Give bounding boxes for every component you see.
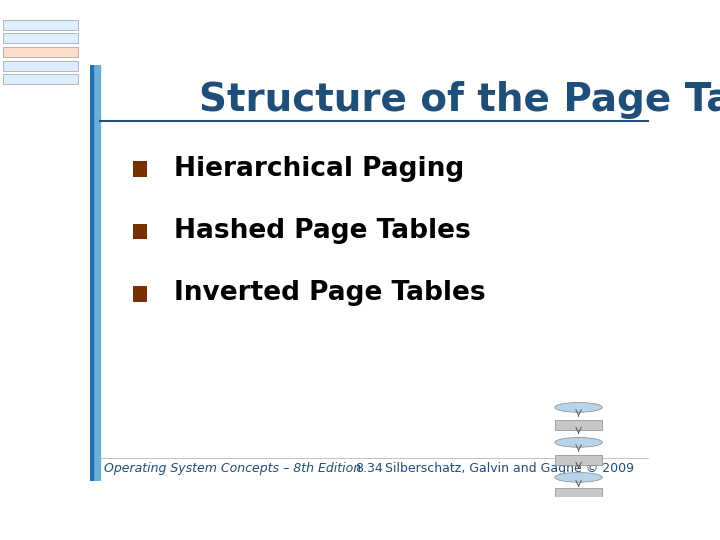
Bar [90,65,94,481]
Ellipse shape [555,437,603,447]
FancyBboxPatch shape [3,20,78,30]
FancyBboxPatch shape [3,47,78,57]
Text: Inverted Page Tables: Inverted Page Tables [174,280,485,307]
FancyBboxPatch shape [3,60,78,71]
Text: 8.34: 8.34 [355,462,383,475]
FancyBboxPatch shape [3,75,78,84]
Text: Hashed Page Tables: Hashed Page Tables [174,218,470,244]
Ellipse shape [555,472,603,482]
FancyBboxPatch shape [555,455,603,465]
Text: Silberschatz, Galvin and Gagne © 2009: Silberschatz, Galvin and Gagne © 2009 [385,462,634,475]
Text: Operating System Concepts – 8th Edition: Operating System Concepts – 8th Edition [104,462,361,475]
Text: Structure of the Page Table: Structure of the Page Table [199,81,720,119]
Ellipse shape [555,402,603,412]
FancyBboxPatch shape [555,420,603,430]
FancyBboxPatch shape [3,33,78,43]
FancyBboxPatch shape [133,224,148,239]
FancyBboxPatch shape [133,161,148,177]
FancyBboxPatch shape [555,488,603,498]
FancyBboxPatch shape [133,286,148,302]
Bar [90,65,100,481]
Text: Hierarchical Paging: Hierarchical Paging [174,156,464,182]
